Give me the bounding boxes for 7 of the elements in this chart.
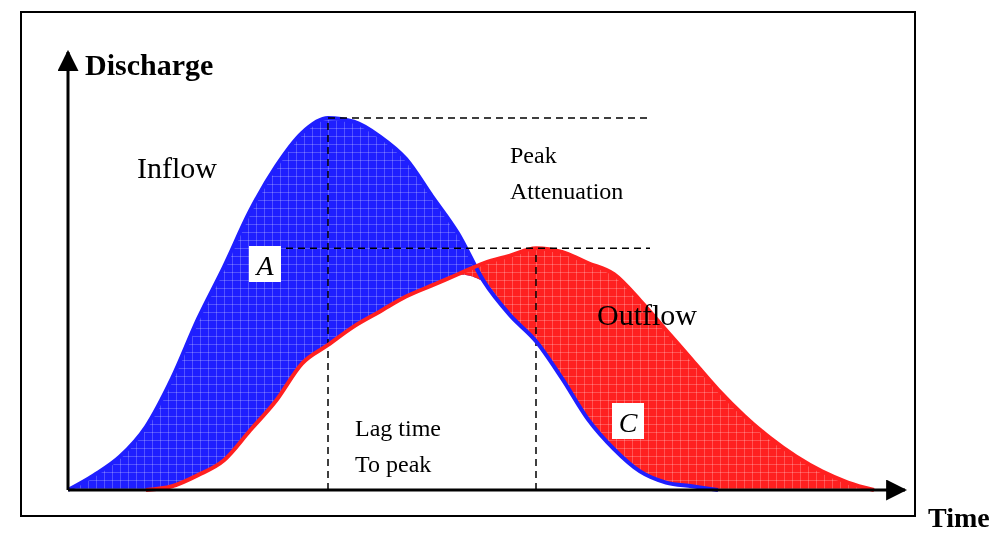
annotation: Lag time To peak — [355, 415, 441, 477]
annotation: Peak Attenuation — [510, 142, 624, 204]
x-axis-title: Time — [928, 502, 990, 533]
y-axis-title: Discharge — [85, 48, 214, 81]
annotation: A — [254, 250, 275, 281]
annotation: C — [618, 407, 638, 438]
series-label: Inflow — [137, 151, 218, 184]
